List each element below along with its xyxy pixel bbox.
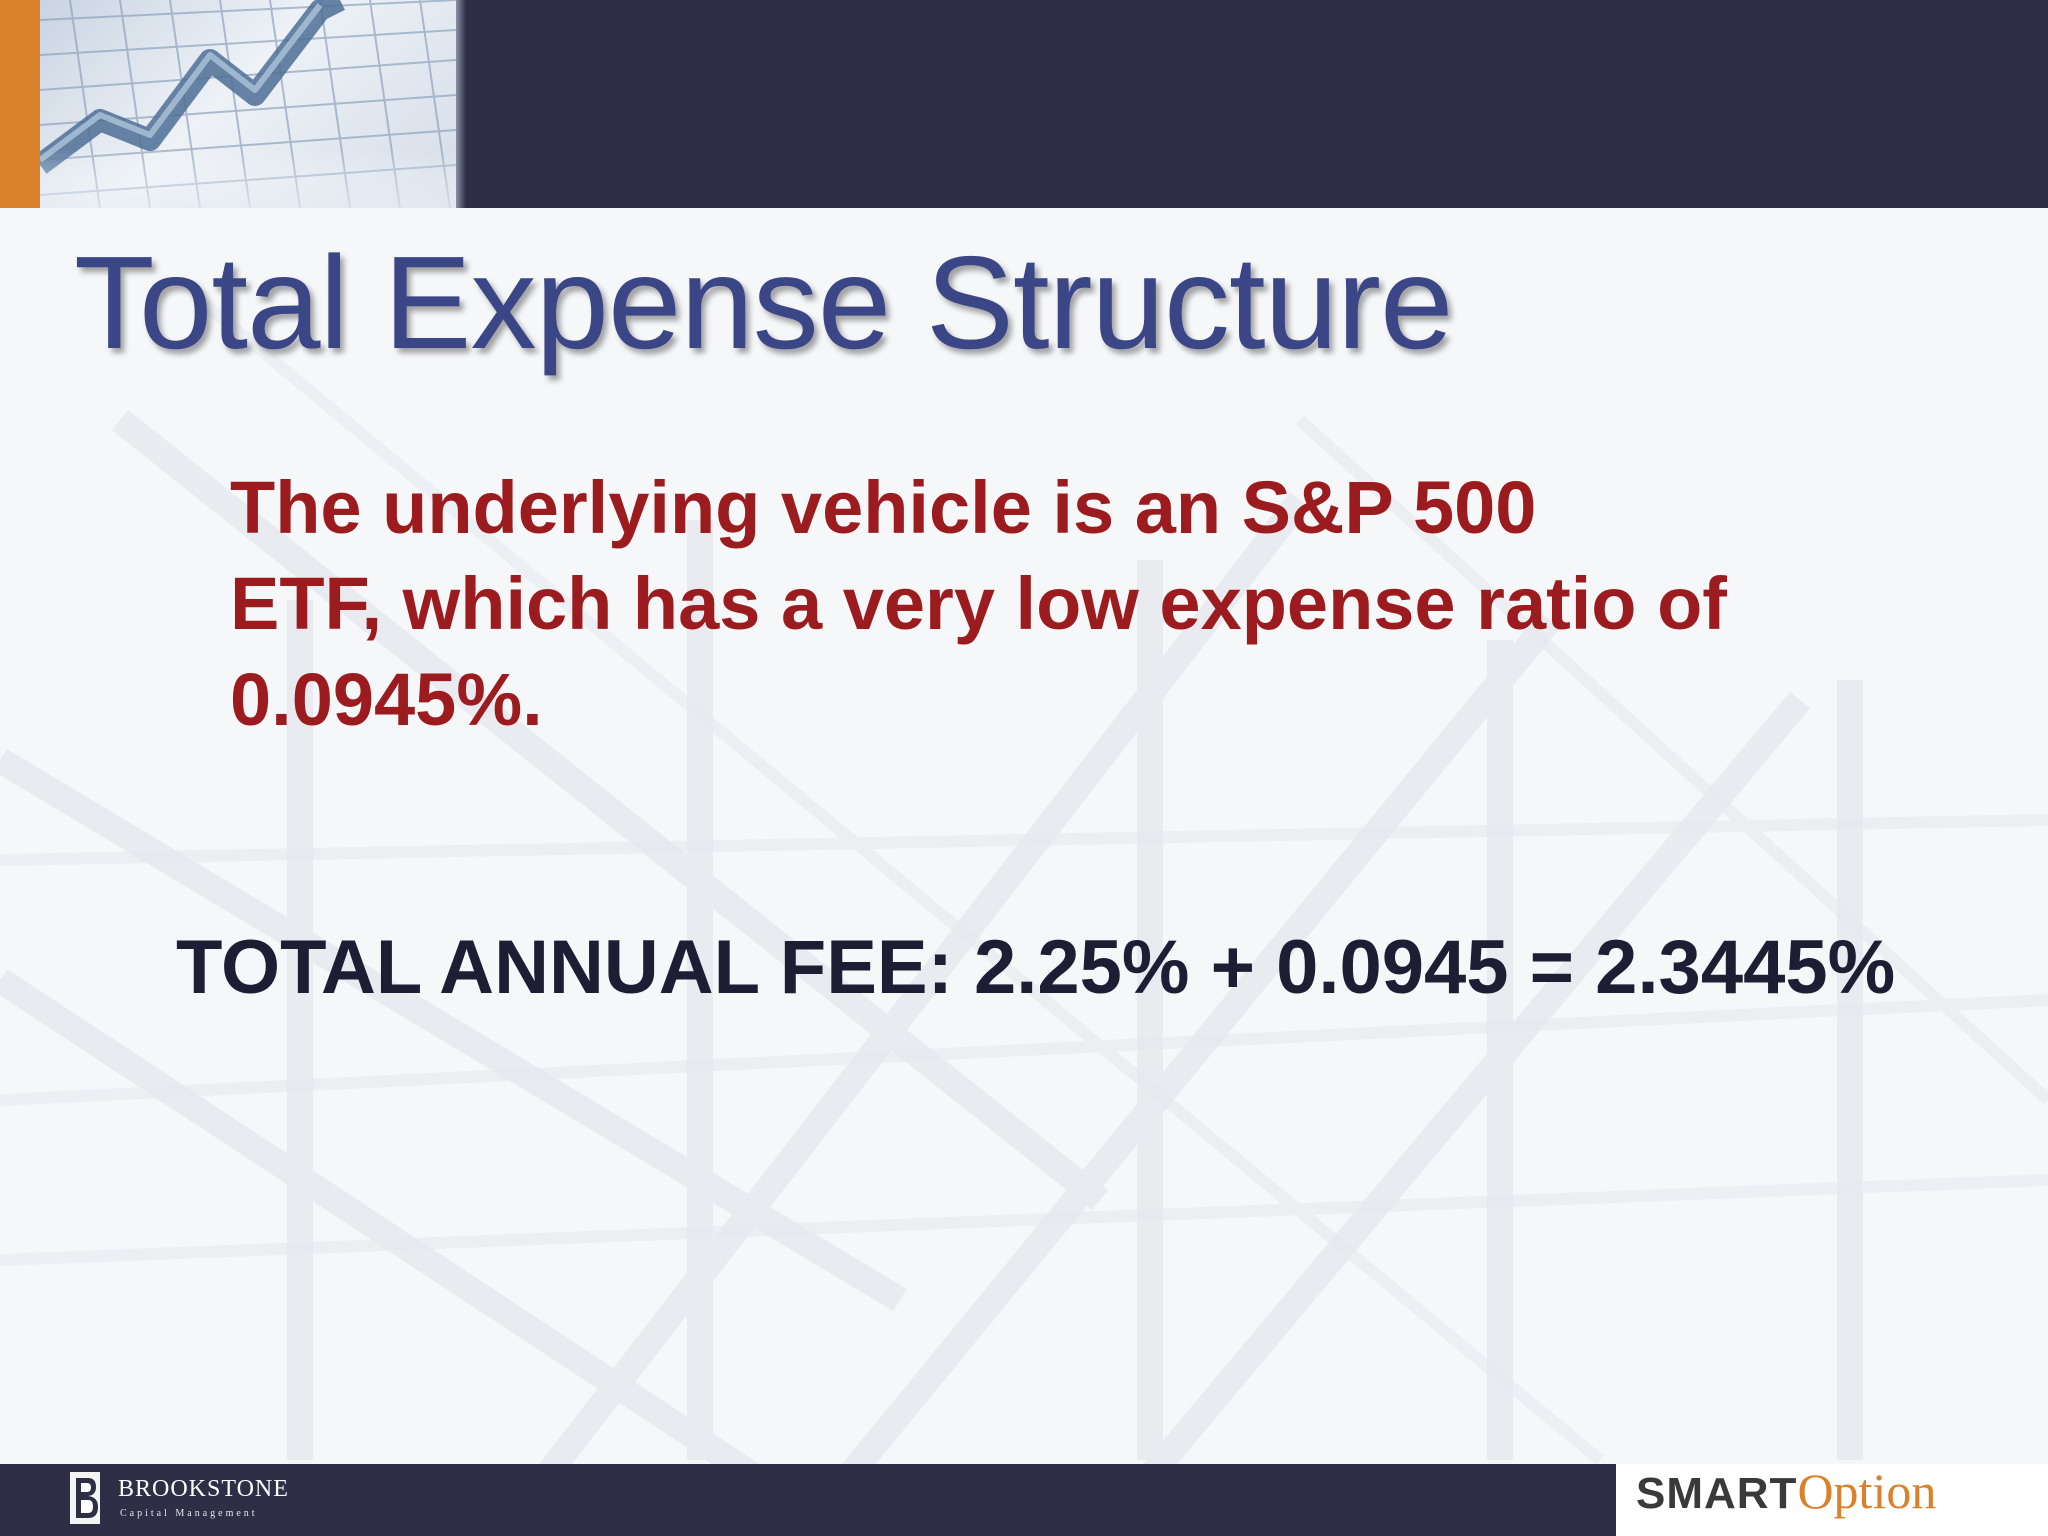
footer-band (0, 1464, 1616, 1536)
brookstone-logo: BROOKSTONE Capital Management (68, 1468, 298, 1530)
smartoption-logo-option: Option (1797, 1463, 1937, 1519)
smartoption-logo-smart: SMART (1636, 1469, 1798, 1518)
chart-grid-graphic (40, 0, 456, 208)
slide-title: Total Expense Structure (74, 229, 1453, 376)
rising-chart-graphic (40, 0, 456, 208)
b-monogram-logo (70, 1472, 100, 1524)
body-line-1: The underlying vehicle is an S&P 500 (230, 466, 1537, 549)
body-line-3: 0.0945%. (230, 658, 543, 741)
brookstone-name: BROOKSTONE (118, 1476, 289, 1502)
body-paragraph: The underlying vehicle is an S&P 500 ETF… (230, 460, 1870, 748)
total-annual-fee: TOTAL ANNUAL FEE: 2.25% + 0.0945 = 2.344… (176, 925, 1896, 1010)
brookstone-tagline: Capital Management (120, 1508, 258, 1519)
header-image-fade (456, 0, 466, 208)
header-orange-accent (0, 0, 40, 208)
smartoption-logo: SMARTOption (1636, 1462, 2036, 1532)
body-line-2: ETF, which has a very low expense ratio … (230, 562, 1727, 645)
footer-right-panel (1616, 1464, 2048, 1536)
